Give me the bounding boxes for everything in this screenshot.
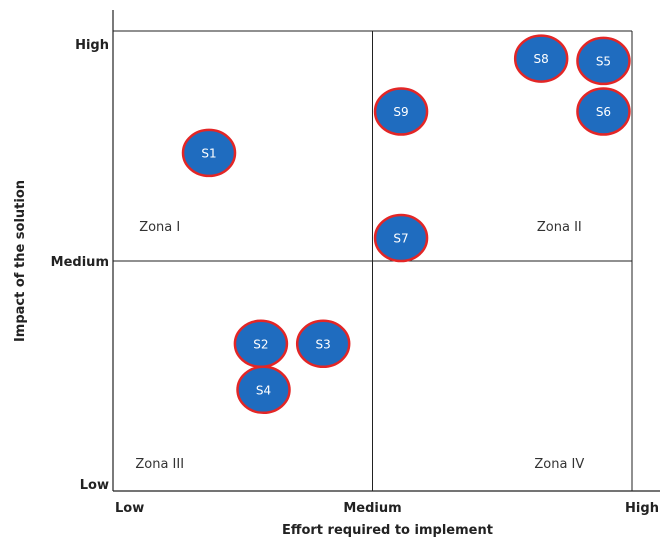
point-marker	[513, 34, 569, 83]
point-marker	[576, 87, 631, 136]
point-label: S2	[253, 337, 268, 351]
y-tick-labels: Low Medium High	[51, 38, 109, 493]
x-tick-label: Medium	[343, 501, 401, 516]
y-tick-label: Low	[80, 478, 109, 493]
point-marker	[236, 365, 291, 415]
point-s1: S1	[181, 128, 237, 178]
point-marker	[576, 36, 631, 86]
point-s9: S9	[373, 87, 429, 136]
point-label: S6	[596, 105, 611, 119]
point-s7: S7	[373, 213, 429, 263]
point-marker	[373, 213, 429, 263]
point-s2: S2	[233, 319, 289, 369]
point-label: S4	[256, 383, 271, 397]
x-axis-label: Effort required to implement	[282, 523, 493, 538]
point-label: S8	[534, 52, 549, 66]
point-marker	[373, 87, 429, 136]
y-axis-label: Impact of the solution	[13, 180, 28, 342]
point-s5: S5	[576, 36, 631, 86]
zone-label: Zona IV	[534, 457, 584, 472]
point-marker	[181, 128, 237, 178]
zone-label: Zona III	[135, 457, 184, 472]
zone-labels: Zona I Zona II Zona III Zona IV	[135, 220, 584, 472]
zone-label: Zona II	[537, 220, 582, 235]
point-s6: S6	[576, 87, 631, 136]
point-s4: S4	[236, 365, 291, 415]
solution-points: S1 S2 S3 S4 S5 S6 S7 S8 S9	[181, 34, 631, 415]
point-s3: S3	[295, 319, 351, 369]
point-marker	[295, 319, 351, 369]
x-tick-label: Low	[115, 501, 144, 516]
point-label: S3	[316, 337, 331, 351]
point-label: S9	[393, 105, 408, 119]
point-s8: S8	[513, 34, 569, 83]
y-tick-label: Medium	[51, 255, 109, 270]
y-tick-label: High	[75, 38, 109, 53]
x-tick-labels: Low Medium High	[115, 501, 659, 516]
zone-label: Zona I	[139, 220, 180, 235]
quadrant-dividers	[113, 31, 632, 491]
point-label: S7	[393, 232, 408, 246]
x-tick-label: High	[625, 501, 659, 516]
point-label: S5	[596, 54, 611, 68]
point-label: S1	[201, 146, 216, 160]
